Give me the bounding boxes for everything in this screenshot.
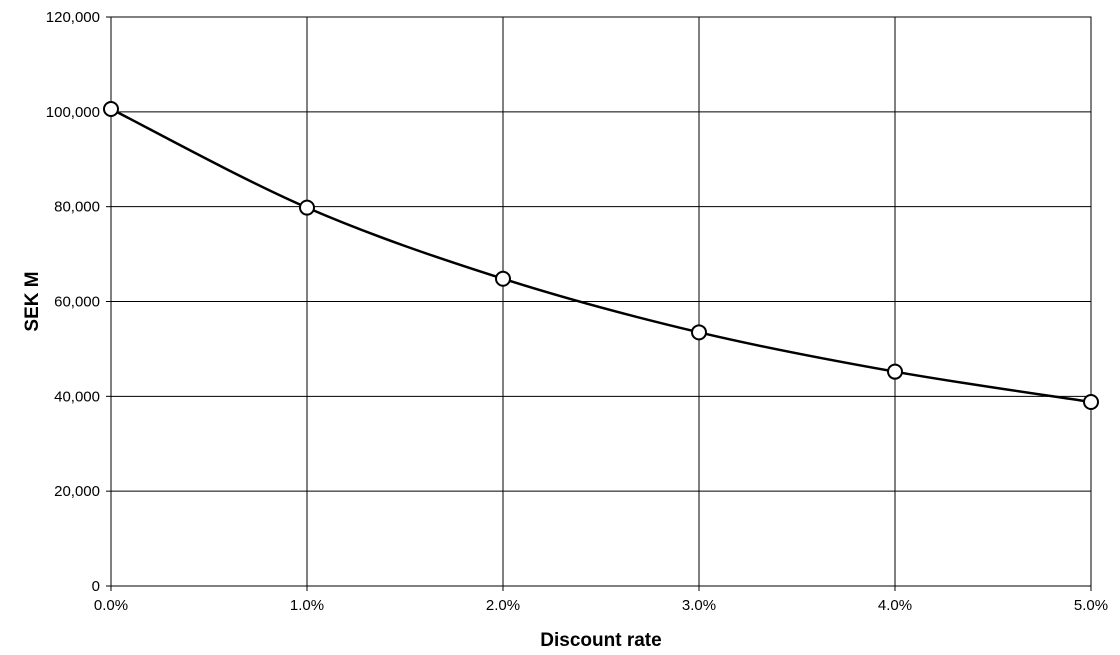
data-point <box>103 100 119 117</box>
x-tick-label: 4.0% <box>878 597 912 614</box>
x-tick-label: 5.0% <box>1074 597 1108 614</box>
x-tick-label: 2.0% <box>486 597 520 614</box>
x-tick-label: 0.0% <box>94 597 128 614</box>
series-layer <box>103 100 1099 411</box>
y-tick-label: 0 <box>92 578 100 595</box>
x-tick-label: 3.0% <box>682 597 716 614</box>
data-point <box>887 363 903 380</box>
y-axis-tick-labels: 0 20,000 40,000 60,000 80,000 100,000 120,000 <box>46 9 100 595</box>
y-tick-label: 120,000 <box>46 9 100 26</box>
gridlines <box>111 16 1092 586</box>
y-tick-label: 60,000 <box>54 294 100 311</box>
y-tick-label: 40,000 <box>54 388 100 405</box>
axis-ticks <box>106 16 1092 591</box>
y-tick-label: 100,000 <box>46 104 100 121</box>
y-axis-title: SEK M <box>22 271 43 331</box>
series-line <box>110 107 1092 404</box>
data-point <box>1083 394 1099 411</box>
data-point <box>299 199 315 216</box>
data-point <box>691 324 707 341</box>
y-tick-label: 20,000 <box>54 483 100 500</box>
y-tick-label: 80,000 <box>54 199 100 216</box>
x-tick-label: 1.0% <box>290 597 324 614</box>
data-point <box>495 270 511 287</box>
x-axis-tick-labels: 0.0% 1.0% 2.0% 3.0% 4.0% 5.0% <box>94 597 1108 614</box>
x-axis-title: Discount rate <box>540 630 661 651</box>
